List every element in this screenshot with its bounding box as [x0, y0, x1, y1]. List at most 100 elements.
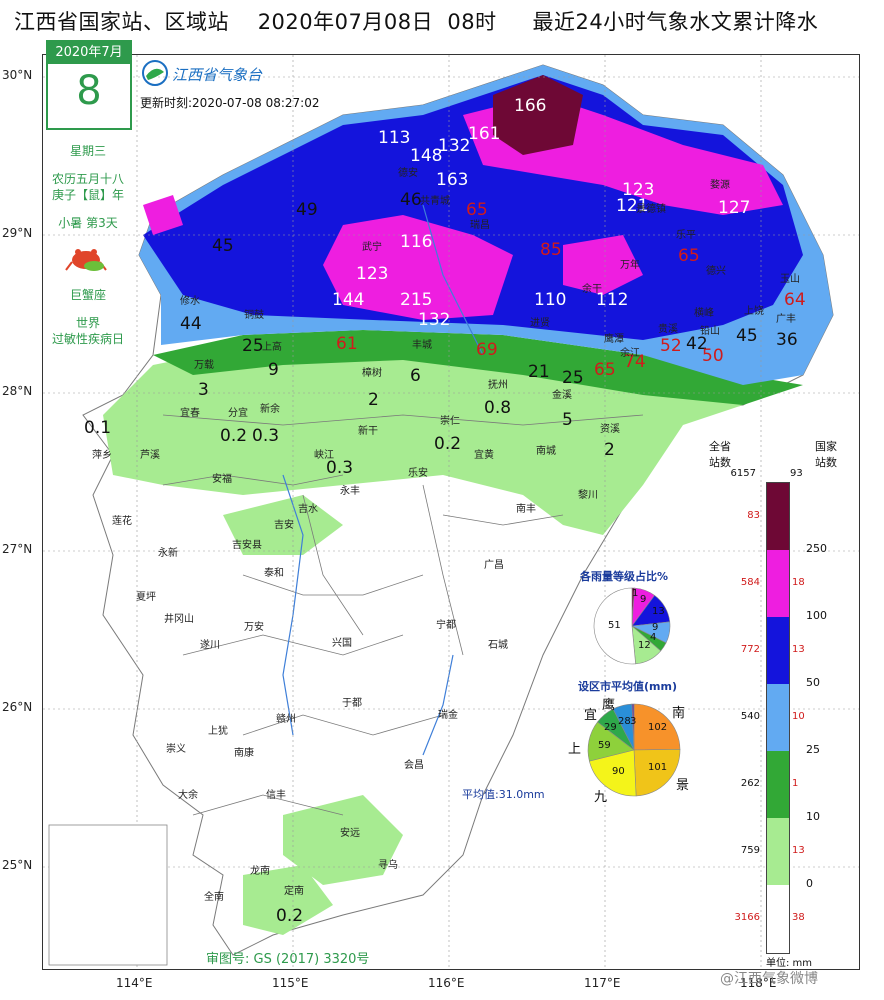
city-label: 金溪: [552, 390, 572, 401]
city-label: 宜黄: [474, 450, 494, 461]
city-label: 遂川: [200, 640, 220, 651]
city-label: 安远: [340, 828, 360, 839]
legend-threshold: 10: [806, 810, 820, 823]
city-label: 安福: [212, 474, 232, 485]
legend-threshold: 0: [806, 877, 813, 890]
city-label: 大余: [178, 790, 198, 801]
city-label: 广丰: [776, 314, 796, 325]
rain-value: 25: [242, 336, 264, 356]
crab-icon: [65, 249, 107, 271]
city-label: 贵溪: [658, 324, 678, 335]
city-label: 瑞昌: [470, 220, 490, 231]
lat-label: 30°N: [2, 68, 33, 82]
city-label: 崇义: [166, 744, 186, 755]
legend-left-count: 262: [740, 778, 760, 789]
calendar-event: 世界: [75, 316, 100, 330]
pie1-label: 9: [652, 622, 659, 633]
city-label: 樟树: [362, 368, 382, 379]
rain-value: 161: [468, 124, 501, 144]
city-label: 南丰: [516, 504, 536, 515]
calendar-day: 8: [76, 68, 102, 114]
city-label: 乐安: [408, 468, 428, 479]
city-label: 赣州: [276, 714, 296, 725]
legend-left-count: 759: [740, 845, 760, 856]
rain-value: 64: [784, 290, 806, 310]
city-label: 万载: [194, 360, 214, 371]
city-label: 永新: [158, 548, 178, 559]
pie-slice: [631, 703, 635, 751]
pie1-title: 各雨量等级占比%: [580, 570, 669, 583]
legend-right-header: 国家 站数: [815, 440, 837, 469]
county-borders: [162, 414, 644, 816]
pie-slice: [633, 748, 681, 797]
pie1-label: 12: [638, 640, 651, 651]
city-label: 泰和: [264, 568, 284, 579]
rain-zone-magenta-3: [143, 195, 643, 295]
city-label: 资溪: [600, 424, 620, 435]
rain-value: 144: [332, 290, 365, 310]
pie2-label: 59: [598, 740, 611, 751]
rain-value: 2: [604, 440, 615, 460]
pie1-label: 4: [650, 632, 657, 643]
rain-value: 0.2: [276, 906, 304, 926]
pie2-chart: [587, 703, 681, 797]
rain-value: 42: [686, 334, 708, 354]
city-label: 共青城: [420, 196, 450, 207]
city-label: 兴国: [332, 638, 352, 649]
lon-label: 116°E: [428, 976, 465, 990]
rain-zone-green: [153, 330, 803, 405]
rain-value: 36: [776, 330, 798, 350]
city-label: 武宁: [362, 242, 382, 253]
calendar-card: 2020年7月 8: [46, 40, 132, 130]
city-label: 定南: [284, 886, 304, 897]
legend-swatch: [767, 617, 789, 684]
rain-value: 6: [410, 366, 421, 386]
city-label: 铜鼓: [244, 310, 264, 321]
city-label: 铅山: [700, 326, 720, 337]
city-label: 进贤: [530, 318, 550, 329]
city-label: 崇仁: [440, 416, 460, 427]
lon-label: 117°E: [584, 976, 621, 990]
pie1-chart: [593, 587, 671, 665]
rain-value: 49: [296, 200, 318, 220]
calendar-event-name: 过敏性疾病日: [51, 332, 124, 346]
city-label: 南城: [536, 446, 556, 457]
city-label: 信丰: [266, 790, 286, 801]
city-label: 婺源: [710, 180, 730, 191]
page-title: 江西省国家站、区域站 2020年07月08日 08时 最近24小时气象水文累计降…: [14, 10, 819, 34]
pie-slice: [633, 703, 681, 751]
city-label: 吉安县: [232, 540, 262, 551]
city-label: 德兴: [706, 266, 726, 277]
rain-zone-light-green-south: [223, 495, 403, 935]
lat-label: 29°N: [2, 226, 33, 240]
rain-value: 0.3: [326, 458, 354, 478]
rain-value: 148: [410, 146, 443, 166]
legend-right-count: 38: [792, 912, 805, 923]
average-value: 平均值:31.0mm: [462, 788, 545, 801]
map-canvas: [43, 55, 859, 969]
rain-value: 46: [400, 190, 422, 210]
rain-value: 166: [514, 96, 547, 116]
rain-value: 52: [660, 336, 682, 356]
pie2-region-label: 九: [594, 790, 608, 805]
legend-right-count: 1: [792, 778, 799, 789]
pie2-region-label: 南: [672, 706, 686, 721]
city-label: 夏坪: [136, 592, 156, 603]
city-label: 分宜: [228, 408, 248, 419]
city-label: 龙南: [250, 866, 270, 877]
pie2-region-label: 景: [676, 778, 690, 793]
calendar-weekday: 星期三: [69, 144, 106, 158]
city-label: 寻乌: [378, 860, 398, 871]
city-label: 南康: [234, 748, 254, 759]
city-label: 吉水: [298, 504, 318, 515]
pie-slice: [593, 587, 636, 665]
pie2-region-label: 宜: [584, 708, 598, 723]
watermark: @江西气象微博: [720, 971, 818, 987]
city-label: 景德镇: [636, 204, 666, 215]
pie2-title: 设区市平均值(mm): [578, 680, 677, 693]
city-label: 峡江: [314, 450, 334, 461]
calendar-solar-term: 小暑 第3天: [58, 216, 118, 230]
calendar-zodiac: 巨蟹座: [69, 288, 106, 302]
city-label: 芦溪: [140, 450, 160, 461]
city-label: 乐平: [676, 230, 696, 241]
